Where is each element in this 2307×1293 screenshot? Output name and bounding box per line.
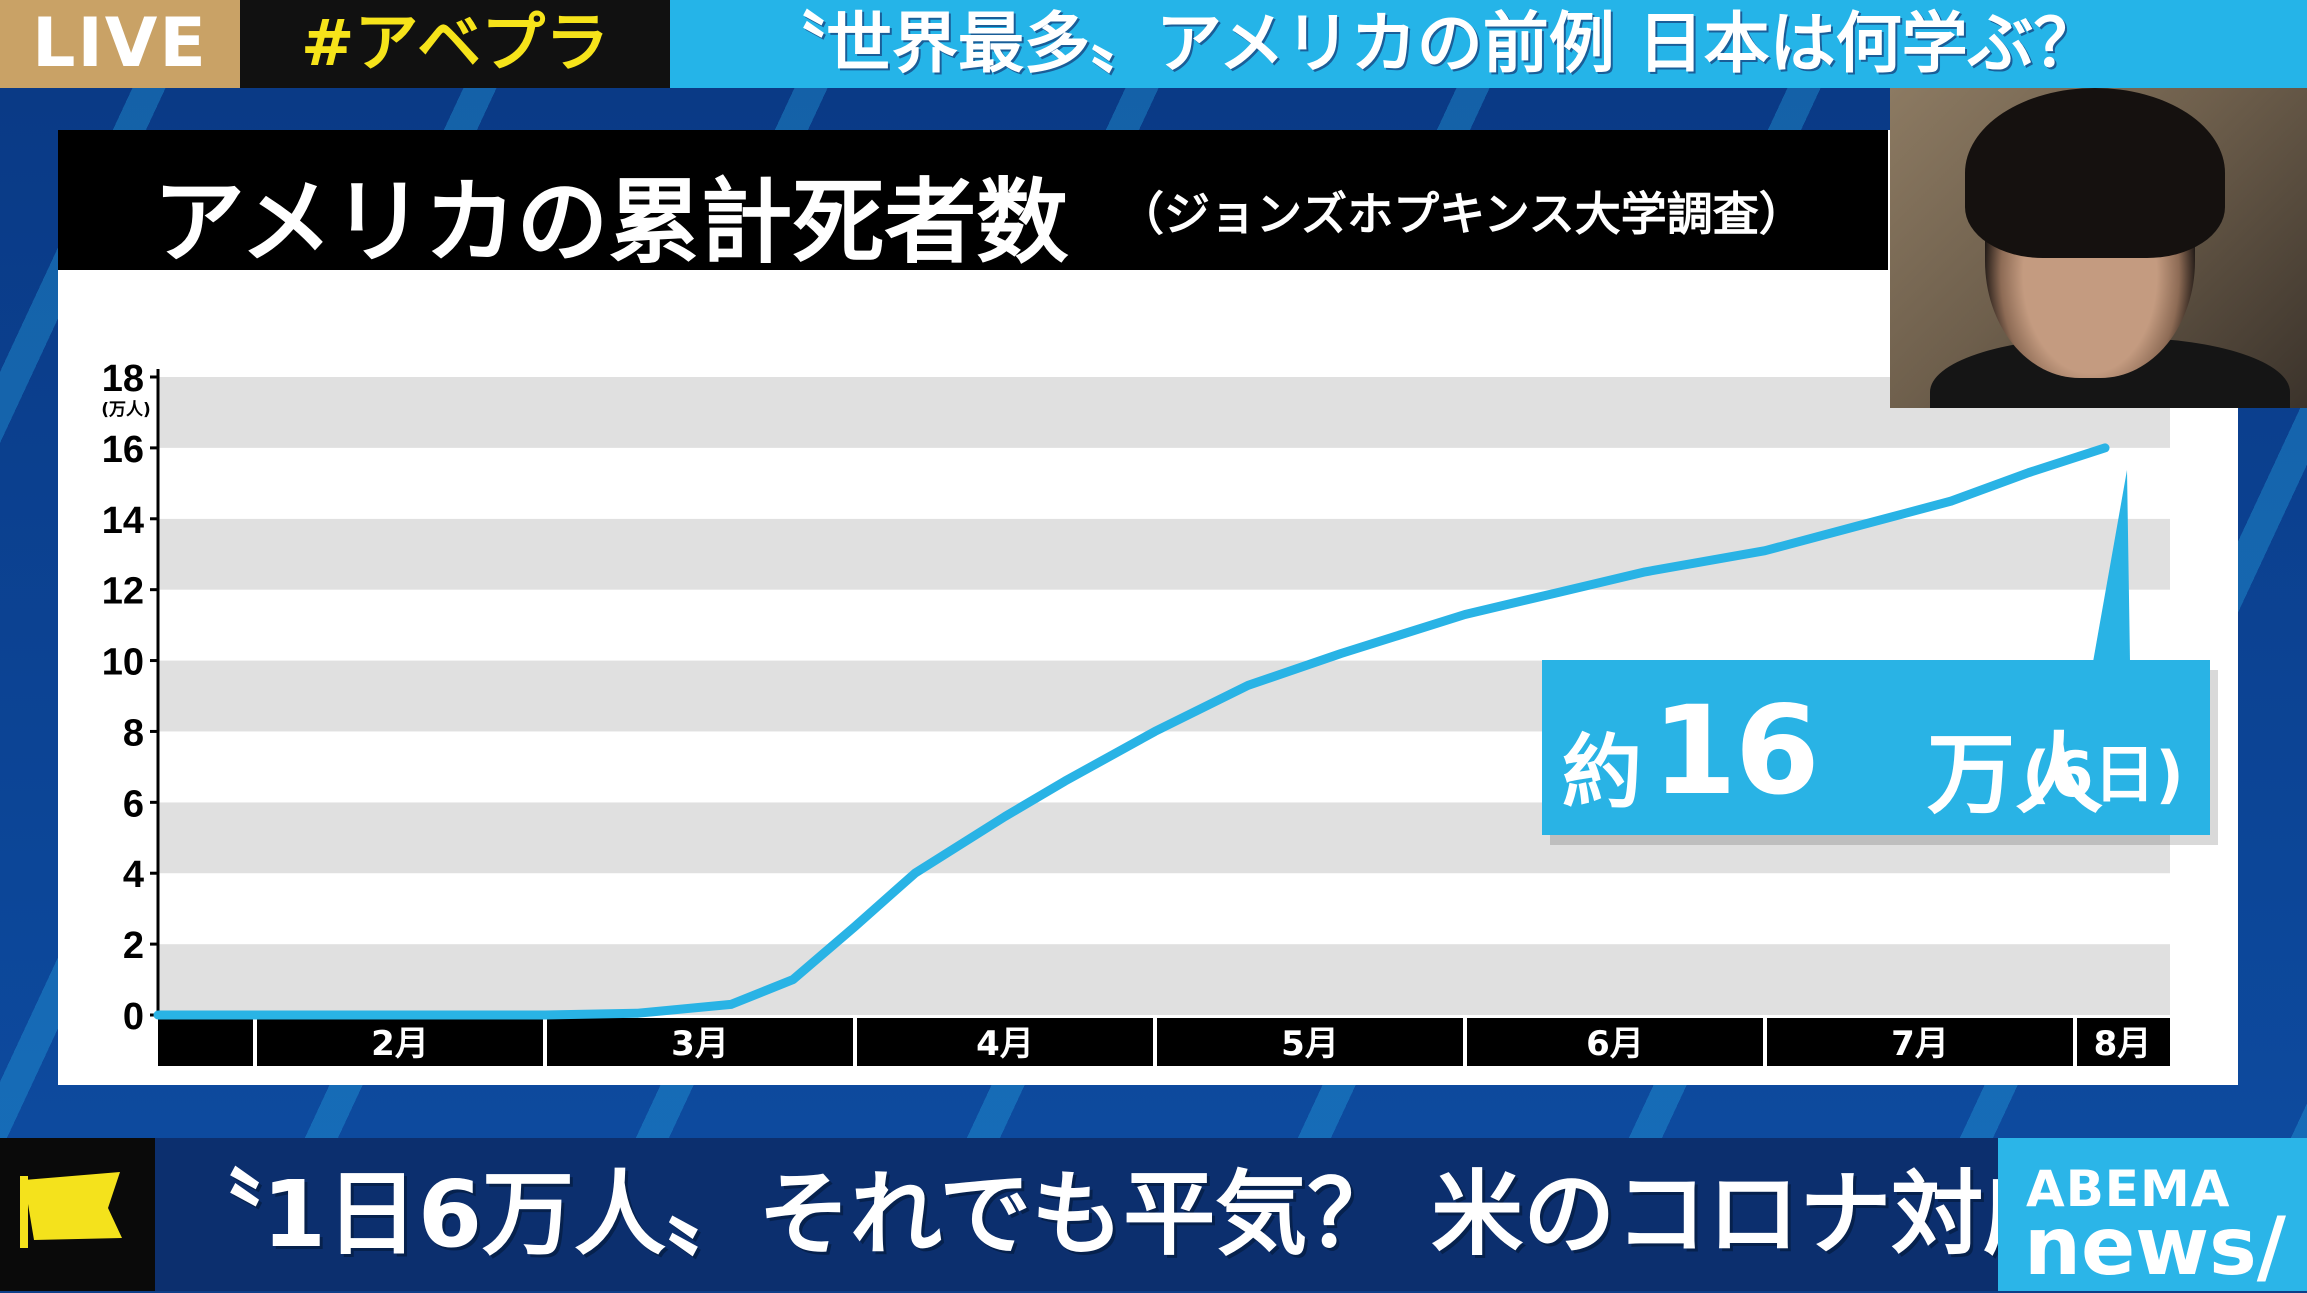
x-axis: 2月 3月 4月 5月 6月 7月 8月	[158, 1018, 2170, 1066]
chart-title: アメリカの累計死者数	[153, 169, 1069, 276]
bottom-bar	[0, 1138, 2307, 1291]
callout-prefix: 約	[1562, 726, 1642, 819]
logo-bottom: news/	[2024, 1200, 2286, 1293]
callout-unit: 万人	[1927, 723, 2104, 826]
x-axis-divider	[1763, 1018, 1767, 1066]
y-tick-label: 4	[123, 854, 144, 896]
x-axis-divider	[543, 1018, 547, 1066]
value-callout: 約 16 万人 (6日)	[1542, 660, 2210, 835]
grid-band	[158, 873, 2170, 945]
x-axis-divider	[853, 1018, 857, 1066]
series-line	[153, 443, 2110, 1020]
y-axis: 0 2 4 6 8 10 12 14 16 18(万人)	[101, 358, 160, 1038]
x-axis-divider	[2073, 1018, 2077, 1066]
live-badge: LIVE	[0, 0, 240, 88]
y-tick-label: 14	[102, 500, 144, 542]
grid-band	[158, 377, 2170, 448]
x-tick-label: 5月	[1281, 1024, 1339, 1064]
x-tick-label: 8月	[2094, 1024, 2152, 1064]
grid-band	[158, 944, 2170, 1015]
logo-top: ABEMA	[2026, 1160, 2231, 1218]
callout-date: (6日)	[2022, 738, 2184, 811]
webcam-feed	[1890, 88, 2307, 408]
y-tick-label: 10	[102, 642, 144, 684]
x-axis-bar	[158, 1018, 2170, 1066]
chart-title-bar: アメリカの累計死者数 （ジョンズホプキンス大学調査）	[58, 130, 1888, 276]
y-tick-label: 18	[102, 358, 144, 400]
hashtag-badge: #アベプラ	[240, 0, 670, 88]
y-tick-label: 12	[102, 571, 144, 613]
grid-band	[158, 589, 2170, 661]
headline: 〝世界最多〟アメリカの前例 日本は何学ぶ？	[760, 5, 2100, 82]
y-tick-label: 2	[123, 925, 144, 967]
x-tick-label: 4月	[976, 1024, 1034, 1064]
x-tick-label: 3月	[671, 1024, 729, 1064]
x-tick-label: 7月	[1891, 1024, 1949, 1064]
flag-icon	[20, 1172, 122, 1248]
series-layer	[153, 443, 2110, 1020]
y-tick-label: 6	[123, 783, 144, 825]
y-tick-label: 16	[102, 429, 144, 471]
x-axis-divider	[1153, 1018, 1157, 1066]
callout-pointer	[2093, 470, 2130, 662]
abema-news-logo: ABEMA news/	[1998, 1138, 2307, 1293]
x-tick-label: 6月	[1586, 1024, 1644, 1064]
webcam-person-hair	[1965, 88, 2225, 258]
chart-source: （ジョンズホプキンス大学調査）	[1118, 187, 1805, 241]
callout-number: 16	[1652, 680, 1820, 822]
x-axis-divider	[253, 1018, 257, 1066]
x-tick-label: 2月	[371, 1024, 429, 1064]
grid-band	[158, 447, 2170, 519]
y-axis-unit: (万人)	[101, 400, 151, 420]
y-tick-label: 0	[123, 996, 144, 1038]
x-axis-divider	[1463, 1018, 1467, 1066]
y-tick-label: 8	[123, 712, 144, 754]
ticker-text: 〝1日6万人〟それでも平気？ 米のコロナ対応は	[170, 1161, 2168, 1268]
